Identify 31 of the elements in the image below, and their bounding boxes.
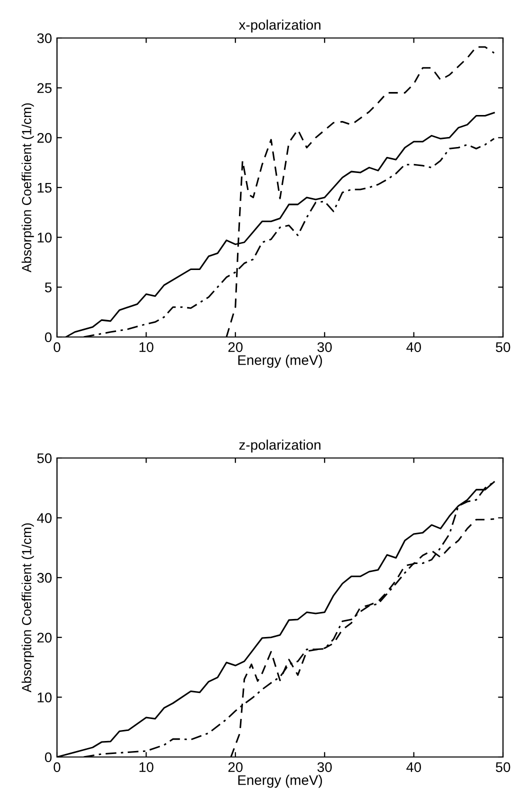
y-tick-label: 40 xyxy=(37,513,52,523)
y-axis-title: Absorption Coefficient (1/cm) xyxy=(22,103,34,272)
y-tick-label: 50 xyxy=(37,453,52,464)
x-axis-title: Energy (meV) xyxy=(238,354,322,368)
x-tick-label: 20 xyxy=(228,762,243,772)
x-tick-label: 50 xyxy=(496,762,510,772)
x-tick-label: 30 xyxy=(317,762,332,772)
x-tick-label: 30 xyxy=(317,342,332,352)
y-tick-label: 20 xyxy=(37,632,52,643)
y-tick-label: 30 xyxy=(37,572,52,583)
x-tick-label: 40 xyxy=(406,762,421,772)
x-tick-label: 10 xyxy=(140,762,154,772)
x-axis-title: Energy (meV) xyxy=(238,774,322,788)
y-tick-label: 25 xyxy=(37,83,52,94)
y-axis-title: Absorption Coefficient (1/cm) xyxy=(22,523,34,692)
x-tick-label: 0 xyxy=(54,762,60,772)
y-tick-label: 15 xyxy=(38,182,52,193)
x-tick-label: 20 xyxy=(228,342,243,352)
y-tick-label: 30 xyxy=(37,33,52,44)
y-tick-label: 0 xyxy=(44,332,52,342)
y-tick-label: 20 xyxy=(37,133,52,143)
x-tick-label: 40 xyxy=(406,342,421,352)
chart-title: z-polarization xyxy=(239,440,320,453)
x-tick-label: 0 xyxy=(54,342,60,352)
x-tick-label: 50 xyxy=(496,342,510,352)
y-tick-label: 5 xyxy=(44,282,52,292)
y-tick-label: 10 xyxy=(38,232,52,243)
y-tick-label: 0 xyxy=(44,752,52,762)
y-tick-label: 10 xyxy=(38,692,52,702)
x-tick-label: 10 xyxy=(140,342,154,352)
chart-title: x-polarization xyxy=(238,20,320,33)
